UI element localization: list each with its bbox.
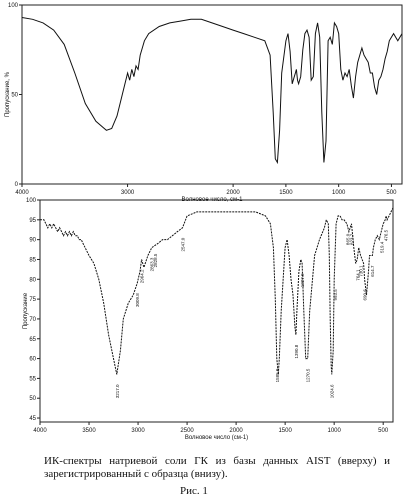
- plot-frame-1: [40, 200, 393, 422]
- y-tick-label-1-8: 85: [29, 257, 36, 263]
- y-tick-label-1-10: 95: [29, 218, 36, 224]
- peak-label-6: 1585.0: [275, 368, 280, 382]
- peak-label-0: 3217.0: [115, 384, 120, 398]
- peak-label-9: 1270.5: [306, 368, 311, 382]
- peak-label-17: 614.7: [370, 265, 375, 277]
- spectra-figure: 4000 3000 2000 1500 1000 500 0 50 100 Волновое чи…: [0, 0, 418, 455]
- y-tick-label-1-7: 80: [29, 277, 36, 283]
- spectrum-line-1-0: [40, 208, 393, 375]
- peak-label-2: 2964.2: [140, 269, 145, 283]
- y-tick-label-1-9: 90: [29, 238, 36, 244]
- y-tick-label-1-6: 75: [29, 297, 36, 303]
- peak-label-13: 823.7: [349, 233, 354, 245]
- x-tick-label-0-3: 1500: [279, 190, 293, 196]
- plot-frame-0: [22, 5, 402, 184]
- peak-label-16: 690.6: [363, 289, 368, 301]
- figure-caption: ИК-спектры натриевой соли ГК из базы дан…: [44, 455, 390, 481]
- peak-label-18: 519.4: [379, 241, 384, 253]
- x-tick-label-1-5: 1500: [278, 428, 292, 434]
- y-tick-label-1-2: 55: [29, 376, 36, 382]
- y-tick-label-1-5: 70: [29, 317, 36, 323]
- x-tick-label-0-0: 4000: [15, 190, 29, 196]
- peak-label-19: 476.5: [383, 229, 388, 241]
- x-tick-label-1-0: 4000: [33, 428, 47, 434]
- x-tick-label-1-1: 3500: [82, 428, 96, 434]
- x-tick-label-1-6: 1000: [327, 428, 341, 434]
- y-tick-label-1-0: 45: [29, 416, 36, 422]
- y-tick-label-1-1: 50: [29, 396, 36, 402]
- x-tick-label-1-4: 2000: [229, 428, 243, 434]
- peak-label-15: 730.1: [359, 265, 364, 277]
- spectrum-line-0-0: [22, 18, 402, 163]
- peak-label-7: 1390.8: [294, 344, 299, 358]
- peak-label-4: 2828.5: [153, 253, 158, 267]
- x-axis-title-1: Волновое число (см-1): [185, 435, 248, 441]
- x-tick-label-0-5: 500: [386, 190, 397, 196]
- y-axis-title-0: Пропускание, %: [5, 71, 11, 117]
- x-tick-label-1-3: 2500: [180, 428, 194, 434]
- peak-label-8: 1327.8: [300, 273, 305, 287]
- peak-label-11: 993.5: [333, 289, 338, 301]
- y-tick-label-0-2: 100: [8, 3, 19, 9]
- x-tick-label-0-1: 3000: [121, 190, 135, 196]
- y-tick-label-0-1: 50: [11, 93, 18, 99]
- peak-label-10: 1024.6: [330, 384, 335, 398]
- x-tick-label-0-4: 1000: [332, 190, 346, 196]
- x-tick-label-0-2: 2000: [226, 190, 240, 196]
- y-tick-label-1-3: 60: [29, 357, 36, 363]
- y-tick-label-0-0: 0: [15, 182, 19, 188]
- peak-label-1: 3009.8: [135, 293, 140, 307]
- y-tick-label-1-11: 100: [26, 198, 37, 204]
- figure-label: Рис. 1: [180, 485, 208, 497]
- y-tick-label-1-4: 65: [29, 337, 36, 343]
- x-tick-label-1-2: 3000: [131, 428, 145, 434]
- peak-label-5: 2547.0: [180, 237, 185, 251]
- y-axis-title-1: Пропускание: [23, 292, 29, 329]
- x-tick-label-1-7: 500: [378, 428, 389, 434]
